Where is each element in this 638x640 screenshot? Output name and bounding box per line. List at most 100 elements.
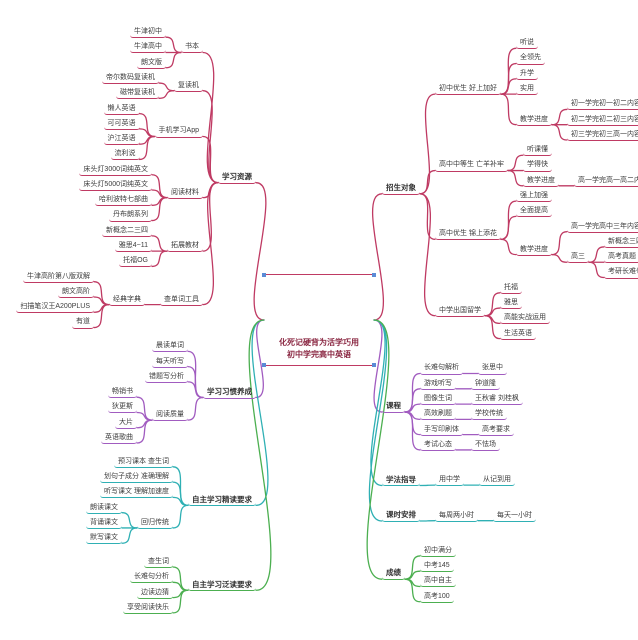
topic-node[interactable]: 享受阅读快乐 bbox=[123, 602, 173, 614]
topic-node[interactable]: 考研长难句 bbox=[603, 266, 638, 279]
topic-node[interactable]: 扫描笔汉王A200PLUS bbox=[16, 301, 94, 314]
topic-node[interactable]: 错题写分析 bbox=[145, 371, 188, 383]
topic-node[interactable]: 学得快 bbox=[522, 159, 552, 172]
branch-topic[interactable]: 自主学习泛读要求 bbox=[188, 579, 256, 592]
topic-node[interactable]: 游戏听写 bbox=[420, 378, 456, 390]
topic-node[interactable]: 床头灯5000词纯英文 bbox=[79, 179, 152, 192]
topic-node[interactable]: 高能实战运用 bbox=[500, 312, 550, 325]
topic-node[interactable]: 长难句解析 bbox=[420, 362, 463, 375]
topic-node[interactable]: 全领先 bbox=[515, 52, 545, 65]
topic-node[interactable]: 牛津高中 bbox=[130, 41, 166, 54]
topic-node[interactable]: 朗读课文 bbox=[86, 502, 122, 514]
topic-node[interactable]: 听写课文 理解加速度 bbox=[100, 486, 173, 499]
topic-node[interactable]: 高效刷题 bbox=[420, 408, 456, 421]
topic-node[interactable]: 查生词 bbox=[144, 556, 173, 569]
branch-topic[interactable]: 成绩 bbox=[382, 567, 405, 581]
topic-node[interactable]: 哈利波特七部曲 bbox=[95, 194, 152, 207]
topic-node[interactable]: 朗文版 bbox=[137, 57, 166, 69]
topic-node[interactable]: 不怯场 bbox=[471, 439, 500, 451]
topic-node[interactable]: 牛津高阶第八版双解 bbox=[23, 271, 94, 283]
topic-node[interactable]: 图像生词 bbox=[420, 393, 456, 406]
topic-node[interactable]: 畅销书 bbox=[108, 386, 137, 399]
topic-node[interactable]: 书本 bbox=[181, 41, 203, 54]
topic-node[interactable]: 默写课文 bbox=[86, 532, 122, 545]
topic-node[interactable]: 晨读单词 bbox=[152, 340, 188, 353]
topic-node[interactable]: 强上加强 bbox=[515, 190, 552, 203]
branch-topic[interactable]: 学习资源 bbox=[218, 171, 256, 184]
topic-node[interactable]: 雅思 bbox=[500, 297, 522, 310]
topic-node[interactable]: 可可英语 bbox=[103, 118, 140, 130]
topic-node[interactable]: 生活英语 bbox=[500, 328, 536, 340]
topic-node[interactable]: 高中中等生 亡羊补牢 bbox=[435, 159, 508, 172]
topic-node[interactable]: 教学进度 bbox=[522, 175, 559, 187]
topic-node[interactable]: 背诵课文 bbox=[86, 517, 122, 529]
topic-node[interactable]: 长难句分析 bbox=[130, 571, 173, 584]
topic-node[interactable]: 新概念二三四 bbox=[102, 225, 152, 237]
branch-topic[interactable]: 招生对象 bbox=[382, 182, 420, 195]
topic-node[interactable]: 教学进度 bbox=[515, 244, 552, 256]
topic-node[interactable]: 王秋睿 刘桂枫 bbox=[471, 393, 523, 406]
topic-node[interactable]: 考试心态 bbox=[420, 439, 456, 451]
branch-topic[interactable]: 学法指导 bbox=[382, 474, 420, 487]
topic-node[interactable]: 中考145 bbox=[420, 560, 454, 573]
topic-node[interactable]: 帝尔数码复读机 bbox=[102, 72, 159, 85]
topic-node[interactable]: 初三学完初三高一内容 bbox=[566, 129, 638, 141]
topic-node[interactable]: 高一学完高中三年内容 bbox=[566, 221, 638, 233]
topic-node[interactable]: 手机学习App bbox=[154, 125, 203, 138]
topic-node[interactable]: 听说 bbox=[515, 37, 538, 50]
topic-node[interactable]: 雅思4~11 bbox=[114, 240, 152, 253]
topic-node[interactable]: 实用 bbox=[515, 83, 538, 96]
topic-node[interactable]: 学校传统 bbox=[471, 408, 507, 421]
branch-topic[interactable]: 学习习惯养成 bbox=[203, 386, 256, 399]
topic-node[interactable]: 听课懂 bbox=[522, 144, 552, 157]
topic-node[interactable]: 高中自主 bbox=[420, 575, 456, 588]
topic-node[interactable]: 高考100 bbox=[420, 591, 454, 603]
branch-topic[interactable]: 课时安排 bbox=[382, 509, 420, 523]
topic-node[interactable]: 经典字典 bbox=[109, 294, 145, 306]
topic-node[interactable]: 每天听写 bbox=[152, 356, 188, 368]
topic-node[interactable]: 高一学完高一高二内容 bbox=[573, 175, 638, 187]
topic-node[interactable]: 回归传统 bbox=[137, 517, 173, 529]
topic-node[interactable]: 钟道隆 bbox=[471, 378, 500, 390]
topic-node[interactable]: 教学进度 bbox=[515, 114, 552, 126]
topic-node[interactable]: 初中优生 好上加好 bbox=[435, 83, 501, 96]
topic-node[interactable]: 高考真题 bbox=[603, 251, 638, 264]
topic-node[interactable]: 托福OG bbox=[119, 255, 152, 268]
topic-node[interactable]: 查单词工具 bbox=[160, 294, 203, 306]
topic-node[interactable]: 磁带复读机 bbox=[116, 87, 159, 100]
topic-node[interactable]: 有道 bbox=[72, 316, 94, 329]
topic-node[interactable]: 丹布朗系列 bbox=[109, 209, 152, 222]
topic-node[interactable]: 高三 bbox=[566, 251, 589, 264]
topic-node[interactable]: 初二学完初二初三内容 bbox=[566, 114, 638, 126]
central-topic[interactable]: 化死记硬背为活学巧用 初中学完高中英语 bbox=[262, 273, 376, 367]
topic-node[interactable]: 朗文高阶 bbox=[58, 286, 94, 298]
topic-node[interactable]: 中学出国留学 bbox=[435, 305, 485, 317]
topic-node[interactable]: 初中满分 bbox=[420, 545, 456, 557]
topic-node[interactable]: 升学 bbox=[515, 68, 538, 80]
topic-node[interactable]: 高中优生 锦上添花 bbox=[435, 228, 501, 241]
topic-node[interactable]: 预习课本 查生词 bbox=[114, 456, 173, 468]
topic-node[interactable]: 每天一小时 bbox=[493, 510, 536, 522]
topic-node[interactable]: 张思中 bbox=[478, 362, 507, 375]
topic-node[interactable]: 懒人英语 bbox=[103, 103, 140, 115]
branch-topic[interactable]: 自主学习精读要求 bbox=[188, 494, 256, 507]
topic-node[interactable]: 阅读质量 bbox=[152, 409, 188, 422]
topic-node[interactable]: 高考要求 bbox=[478, 424, 514, 436]
topic-node[interactable]: 英语歌曲 bbox=[101, 432, 137, 445]
topic-node[interactable]: 大片 bbox=[115, 417, 137, 429]
topic-node[interactable]: 阅读材料 bbox=[167, 187, 203, 199]
topic-node[interactable]: 狄更斯 bbox=[108, 401, 137, 414]
topic-node[interactable]: 复读机 bbox=[174, 80, 203, 92]
topic-node[interactable]: 新概念三四 bbox=[603, 236, 638, 248]
topic-node[interactable]: 初一学完初一初二内容 bbox=[566, 98, 638, 111]
topic-node[interactable]: 床头灯3000词纯英文 bbox=[79, 164, 152, 176]
topic-node[interactable]: 从记到用 bbox=[479, 474, 515, 487]
topic-node[interactable]: 手写印刷体 bbox=[420, 424, 463, 436]
topic-node[interactable]: 流利说 bbox=[110, 148, 140, 161]
topic-node[interactable]: 托福 bbox=[500, 282, 522, 294]
topic-node[interactable]: 边读边猜 bbox=[137, 587, 173, 599]
topic-node[interactable]: 沪江英语 bbox=[103, 133, 140, 146]
topic-node[interactable]: 全面提高 bbox=[515, 205, 552, 218]
topic-node[interactable]: 用中学 bbox=[435, 474, 464, 487]
topic-node[interactable]: 划句子成分 准确理解 bbox=[100, 471, 173, 484]
